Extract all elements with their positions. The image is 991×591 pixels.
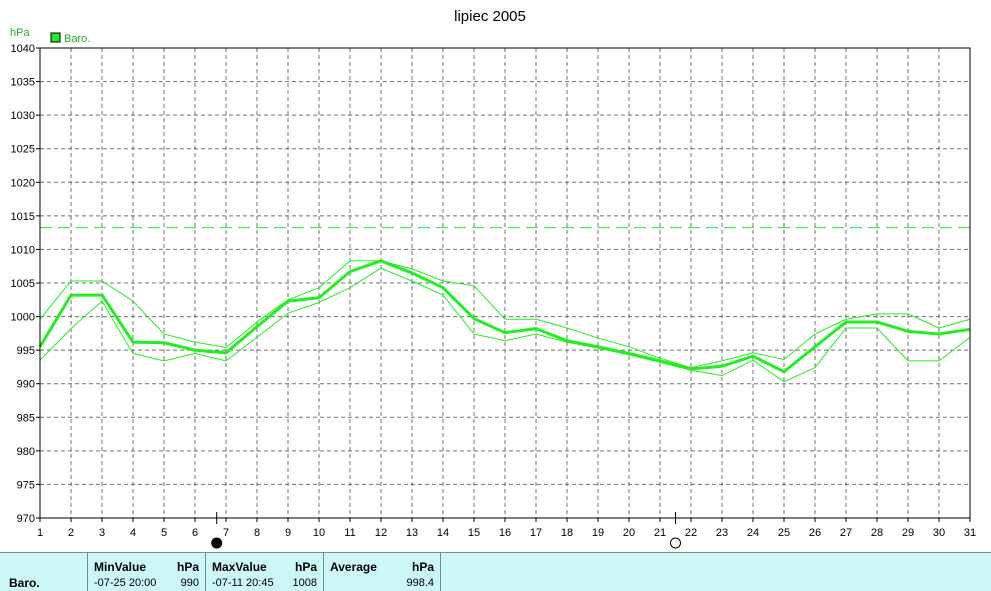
x-tick-label: 13 xyxy=(406,527,418,539)
y-tick-label: 995 xyxy=(17,345,35,357)
x-tick-label: 1 xyxy=(37,527,43,539)
series-line-average xyxy=(38,259,971,374)
x-tick-label: 14 xyxy=(437,527,449,539)
x-tick-label: 20 xyxy=(623,527,635,539)
grid xyxy=(40,48,970,518)
stats-row-label: Baro. xyxy=(9,576,40,590)
series-line-min xyxy=(39,267,971,383)
series-layer xyxy=(38,259,971,383)
y-tick-label: 975 xyxy=(17,479,35,491)
y-axis-unit-label: hPa xyxy=(10,27,30,39)
chart-title: lipiec 2005 xyxy=(454,8,526,25)
x-tick-label: 10 xyxy=(313,527,325,539)
x-tick-label: 9 xyxy=(285,527,291,539)
x-tick-label: 2 xyxy=(68,527,74,539)
legend-label: Baro. xyxy=(64,33,90,45)
x-tick-label: 19 xyxy=(592,527,604,539)
moon-phase-markers xyxy=(211,512,681,549)
statistics-bar: Baro. MinValue hPa -07-25 20:00 990 MaxV… xyxy=(0,552,991,591)
max-value-unit: hPa xyxy=(294,560,317,574)
full-moon-icon xyxy=(211,537,223,549)
x-tick-label: 16 xyxy=(499,527,511,539)
stats-max-cell: MaxValue hPa -07-11 20:45 1008 xyxy=(206,553,324,591)
x-tick-label: 5 xyxy=(161,527,167,539)
x-tick-label: 6 xyxy=(192,527,198,539)
x-tick-label: 31 xyxy=(964,527,976,539)
min-value-header: MinValue xyxy=(94,560,147,574)
max-value: 1008 xyxy=(292,577,317,589)
y-tick-label: 1025 xyxy=(11,144,35,156)
min-value-time: -07-25 20:00 xyxy=(94,577,157,589)
x-tick-label: 30 xyxy=(933,527,945,539)
y-tick-label: 1020 xyxy=(11,177,35,189)
x-tick-label: 4 xyxy=(130,527,136,539)
y-tick-label: 1030 xyxy=(11,110,35,122)
y-tick-label: 1005 xyxy=(11,278,35,290)
x-tick-label: 22 xyxy=(685,527,697,539)
x-tick-label: 18 xyxy=(561,527,573,539)
y-tick-label: 1010 xyxy=(11,244,35,256)
x-tick-label: 8 xyxy=(254,527,260,539)
max-value-time: -07-11 20:45 xyxy=(212,577,274,589)
x-tick-label: 25 xyxy=(778,527,790,539)
y-tick-labels: 970 975 980 985 990 995 1000 1005 1010 1015 1020 10… xyxy=(11,43,40,525)
average-header: Average xyxy=(330,560,377,574)
min-value: 990 xyxy=(180,577,199,589)
stats-row-label-cell: Baro. xyxy=(0,553,88,591)
y-tick-label: 985 xyxy=(17,412,35,424)
x-tick-label: 27 xyxy=(840,527,852,539)
barometer-chart: lipiec 2005 hPa Baro. 970975980985990995… xyxy=(10,8,976,549)
x-tick-label: 3 xyxy=(99,527,105,539)
stats-avg-cell: Average hPa 998.4 xyxy=(324,553,441,591)
new-moon-icon xyxy=(670,537,681,549)
x-tick-label: 23 xyxy=(716,527,728,539)
series-line-max xyxy=(39,260,971,369)
stats-min-cell: MinValue hPa -07-25 20:00 990 xyxy=(88,553,206,591)
max-value-header: MaxValue xyxy=(212,560,267,574)
x-tick-label: 29 xyxy=(902,527,914,539)
x-tick-labels: 1 2 3 4 5 6 7 8 9 10 11 12 13 14 15 16 17 18 19 20 21 22 23 24 2… xyxy=(37,518,976,539)
x-tick-label: 7 xyxy=(223,527,229,539)
x-tick-label: 21 xyxy=(654,527,666,539)
average-value: 998.4 xyxy=(406,577,434,589)
x-tick-label: 17 xyxy=(530,527,542,539)
min-value-unit: hPa xyxy=(176,560,199,574)
x-tick-label: 12 xyxy=(375,527,387,539)
y-tick-label: 1040 xyxy=(11,43,35,55)
x-tick-label: 26 xyxy=(809,527,821,539)
x-tick-label: 24 xyxy=(747,527,759,539)
y-tick-label: 970 xyxy=(17,513,35,525)
y-tick-label: 1015 xyxy=(11,211,35,223)
y-tick-label: 990 xyxy=(17,379,35,391)
y-tick-label: 1035 xyxy=(11,77,35,89)
x-tick-label: 15 xyxy=(468,527,480,539)
x-tick-label: 28 xyxy=(871,527,883,539)
x-tick-label: 11 xyxy=(344,527,355,539)
legend-swatch xyxy=(50,32,61,43)
y-tick-label: 1000 xyxy=(11,312,35,324)
y-tick-label: 980 xyxy=(17,446,35,458)
average-unit: hPa xyxy=(411,560,434,574)
